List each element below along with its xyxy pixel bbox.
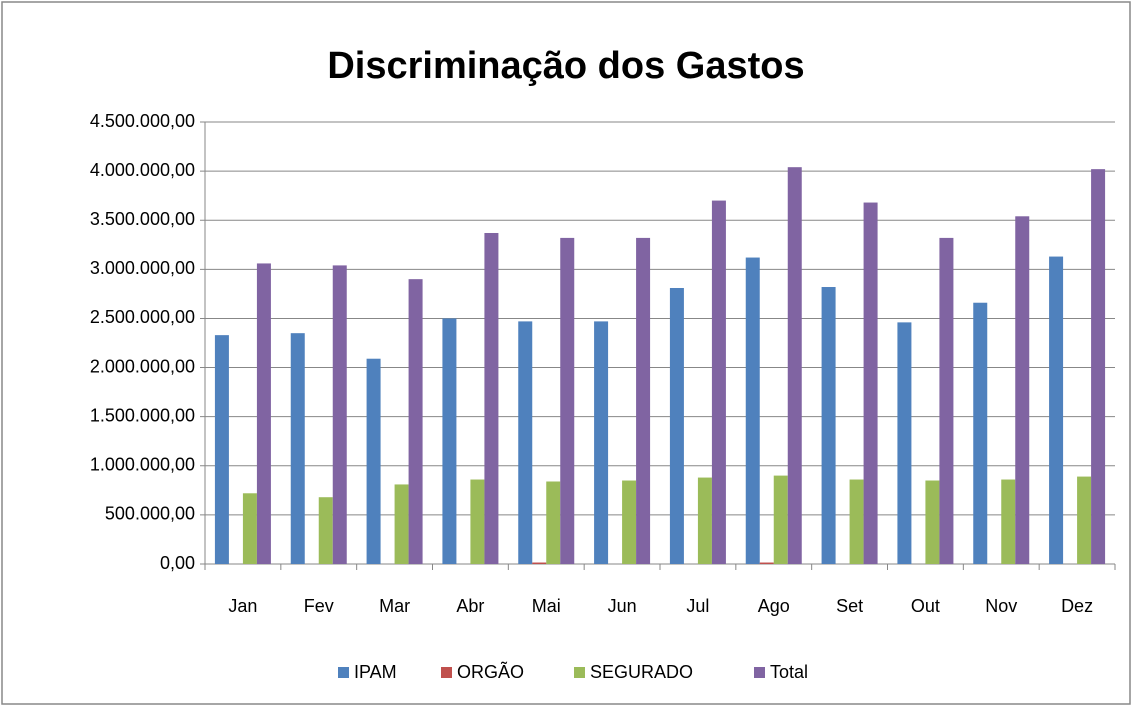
- bar: [773, 475, 788, 564]
- bar: [849, 479, 864, 564]
- legend-swatch: [754, 667, 765, 678]
- x-tick-label: Ago: [758, 596, 790, 616]
- x-tick-label: Set: [836, 596, 863, 616]
- bar: [470, 479, 485, 564]
- x-tick-label: Out: [911, 596, 940, 616]
- x-tick-label: Nov: [985, 596, 1017, 616]
- legend-swatch: [441, 667, 452, 678]
- chart-title: Discriminação dos Gastos: [327, 45, 804, 87]
- x-tick-label: Jul: [686, 596, 709, 616]
- bar: [518, 321, 533, 564]
- x-tick-label: Mai: [532, 596, 561, 616]
- bar: [711, 200, 726, 565]
- bar: [1015, 216, 1030, 564]
- bar: [546, 481, 561, 564]
- bar: [1001, 479, 1016, 564]
- bar: [1091, 169, 1106, 564]
- x-tick-label: Mar: [379, 596, 410, 616]
- y-tick-label: 0,00: [160, 553, 195, 573]
- bar: [669, 287, 684, 564]
- bar: [290, 333, 305, 564]
- x-tick-label: Fev: [304, 596, 334, 616]
- legend-label: IPAM: [354, 662, 397, 682]
- y-tick-label: 1.500.000,00: [90, 405, 195, 425]
- bar: [256, 263, 271, 564]
- y-tick-label: 500.000,00: [105, 504, 195, 524]
- y-tick-label: 2.000.000,00: [90, 356, 195, 376]
- y-tick-label: 1.000.000,00: [90, 455, 195, 475]
- bar: [745, 257, 760, 564]
- bar: [560, 237, 575, 564]
- bar: [318, 497, 333, 564]
- x-tick-label: Jun: [608, 596, 637, 616]
- bar: [214, 335, 229, 564]
- bar: [394, 484, 409, 564]
- legend-label: ORGÃO: [457, 661, 524, 682]
- bar: [242, 493, 257, 564]
- bar: [594, 321, 609, 564]
- bar: [787, 167, 802, 564]
- bar: [759, 562, 774, 564]
- bar: [636, 237, 651, 564]
- x-tick-label: Abr: [456, 596, 484, 616]
- bar: [332, 265, 347, 564]
- bar: [408, 279, 423, 564]
- bar: [1049, 256, 1064, 564]
- y-tick-label: 3.500.000,00: [90, 209, 195, 229]
- x-tick-label: Dez: [1061, 596, 1093, 616]
- bar: [821, 287, 836, 564]
- y-tick-label: 2.500.000,00: [90, 307, 195, 327]
- bar: [925, 480, 940, 564]
- bar: [366, 358, 381, 564]
- bar: [442, 318, 457, 564]
- bar: [697, 477, 712, 564]
- legend-swatch: [574, 667, 585, 678]
- bar: [863, 202, 878, 564]
- bar: [897, 322, 912, 564]
- bar: [484, 232, 499, 565]
- bar: [532, 562, 547, 564]
- bar: [1077, 476, 1092, 564]
- x-tick-label: Jan: [228, 596, 257, 616]
- y-tick-label: 4.000.000,00: [90, 160, 195, 180]
- bar: [622, 480, 637, 564]
- legend-swatch: [338, 667, 349, 678]
- bar: [973, 302, 988, 564]
- legend-label: SEGURADO: [590, 662, 693, 682]
- legend-label: Total: [770, 662, 808, 682]
- y-tick-label: 3.000.000,00: [90, 258, 195, 278]
- y-tick-label: 4.500.000,00: [90, 111, 195, 131]
- bar: [939, 237, 954, 564]
